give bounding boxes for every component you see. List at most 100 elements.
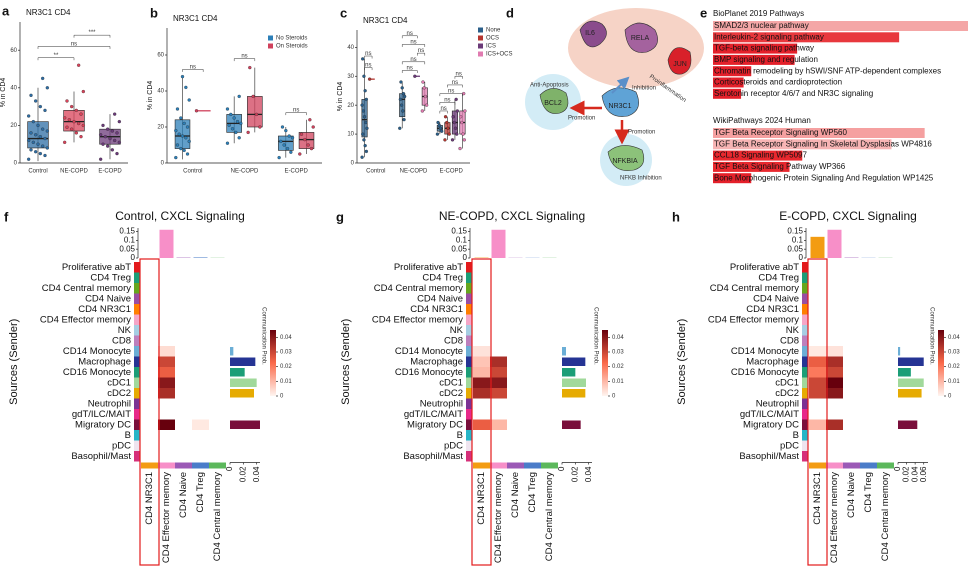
data-point bbox=[285, 146, 290, 151]
data-point bbox=[175, 143, 180, 147]
row-color bbox=[134, 440, 140, 451]
enrichment-term: BMP signaling and regulation bbox=[714, 55, 818, 64]
legend-label: None bbox=[486, 28, 501, 34]
y-tick-label: 40 bbox=[347, 45, 354, 51]
data-point bbox=[277, 155, 281, 160]
row-label: Basophil/Mast bbox=[739, 451, 799, 462]
row-color bbox=[466, 314, 472, 325]
heat-cell bbox=[826, 346, 843, 357]
column-label: CD4 NR3C1 bbox=[812, 472, 823, 525]
data-point bbox=[284, 128, 288, 133]
chart-title: NR3C1 CD4 bbox=[26, 8, 71, 17]
x-tick-label: E-COPD bbox=[439, 169, 463, 175]
data-point bbox=[360, 103, 364, 107]
x-tick-label: Control bbox=[366, 169, 385, 175]
data-point bbox=[246, 130, 250, 135]
data-point bbox=[401, 109, 405, 113]
row-label: CD4 Naive bbox=[417, 293, 463, 304]
data-point bbox=[34, 150, 38, 154]
node-label: IL6 bbox=[585, 30, 595, 37]
data-point bbox=[365, 126, 369, 130]
y-tick-label: 0 bbox=[351, 161, 355, 167]
row-color bbox=[134, 419, 140, 430]
row-color bbox=[802, 314, 808, 325]
row-color bbox=[466, 440, 472, 451]
column-label: CD4 Central memory bbox=[880, 472, 891, 561]
column-color bbox=[877, 462, 894, 469]
significance-label: *** bbox=[88, 30, 96, 36]
data-point bbox=[453, 126, 458, 130]
heat-cell bbox=[158, 356, 175, 367]
data-point bbox=[443, 138, 447, 142]
row-label: CD4 Treg bbox=[90, 272, 131, 283]
data-point bbox=[43, 153, 47, 158]
data-point bbox=[74, 131, 78, 135]
row-color bbox=[466, 304, 472, 315]
colorbar-tick-label: 0.01 bbox=[280, 379, 292, 385]
row-color bbox=[802, 377, 808, 388]
data-point bbox=[41, 76, 45, 81]
data-point bbox=[364, 149, 369, 154]
data-point bbox=[45, 146, 49, 150]
row-color bbox=[134, 325, 140, 336]
row-label: B bbox=[125, 430, 131, 441]
panel-label: d bbox=[506, 5, 514, 20]
panel-label: b bbox=[150, 5, 158, 20]
node-label: NFKBIA bbox=[612, 158, 638, 165]
column-highlight bbox=[807, 258, 828, 566]
data-point bbox=[113, 112, 117, 116]
row-color bbox=[134, 356, 140, 367]
heat-cell bbox=[809, 419, 826, 430]
row-label: cDC1 bbox=[775, 377, 799, 388]
data-point bbox=[280, 125, 285, 129]
row-label: cDC1 bbox=[107, 377, 131, 388]
significance-label: ns bbox=[71, 42, 77, 48]
data-point bbox=[402, 117, 406, 122]
significance-bracket bbox=[182, 69, 204, 72]
data-point bbox=[225, 107, 230, 111]
data-point bbox=[447, 132, 451, 136]
row-label: cDC2 bbox=[107, 388, 131, 399]
heat-cell bbox=[490, 419, 507, 430]
top-tick-label: 0.15 bbox=[119, 227, 135, 236]
row-label: CD4 Naive bbox=[85, 293, 131, 304]
row-label: cDC2 bbox=[439, 388, 463, 399]
data-point bbox=[248, 65, 252, 70]
significance-bracket bbox=[401, 35, 418, 39]
row-label: NK bbox=[450, 325, 464, 336]
side-tick-label: 0 bbox=[557, 466, 566, 471]
top-bar bbox=[159, 229, 174, 258]
x-tick-label: NE-COPD bbox=[400, 169, 428, 175]
significance-label: ns bbox=[444, 97, 450, 103]
side-bar bbox=[230, 389, 254, 398]
data-point bbox=[110, 129, 114, 133]
side-bar bbox=[230, 368, 245, 377]
data-point bbox=[455, 132, 459, 136]
data-point bbox=[279, 139, 283, 144]
significance-label: ns bbox=[418, 48, 424, 54]
row-label: gdT/ILC/MAIT bbox=[72, 409, 131, 420]
y-tick-label: 0 bbox=[161, 161, 165, 167]
data-point bbox=[185, 125, 190, 129]
diagram-label: Promotion bbox=[568, 116, 595, 122]
colorbar-tick-label: 0.03 bbox=[948, 350, 960, 356]
side-bar bbox=[230, 357, 256, 366]
colorbar bbox=[270, 330, 276, 396]
enrichment-term: Corticosteroids and cardioprotection bbox=[714, 78, 842, 87]
data-point bbox=[451, 115, 455, 119]
colorbar bbox=[938, 330, 944, 396]
data-point bbox=[184, 85, 188, 90]
significance-bracket bbox=[37, 46, 111, 49]
column-label: CD4 Treg bbox=[527, 472, 538, 513]
side-bar bbox=[562, 368, 576, 377]
y-tick-label: 40 bbox=[157, 89, 164, 95]
box bbox=[278, 135, 294, 151]
row-label: CD14 Monocyte bbox=[731, 346, 799, 357]
enrichment-term: Bone Morphogenic Protein Signaling And R… bbox=[714, 173, 934, 182]
row-color bbox=[134, 398, 140, 409]
row-label: gdT/ILC/MAIT bbox=[740, 409, 799, 420]
data-point bbox=[108, 136, 112, 141]
panel-label: e bbox=[700, 5, 707, 20]
panel-label: f bbox=[4, 209, 9, 224]
heat-cell bbox=[158, 367, 175, 378]
